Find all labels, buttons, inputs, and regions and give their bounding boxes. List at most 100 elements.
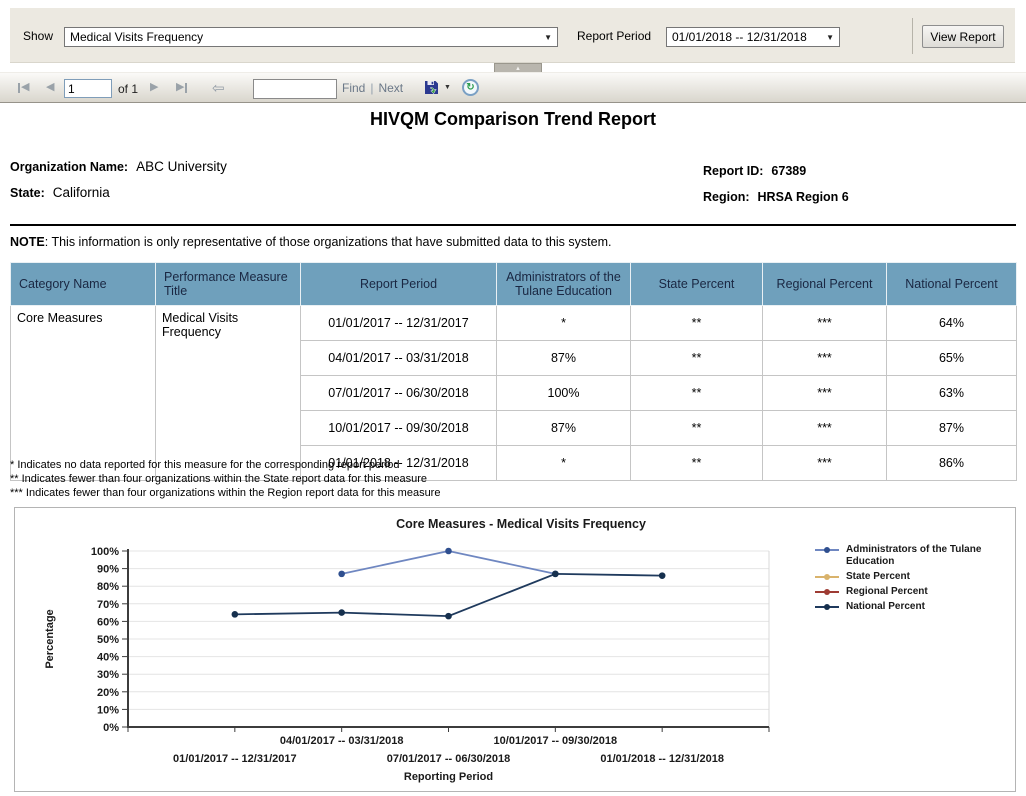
report-id-label: Report ID: bbox=[703, 164, 763, 178]
report-period-value: 01/01/2018 -- 12/31/2018 bbox=[672, 30, 807, 44]
previous-page-button[interactable]: ◀ bbox=[46, 82, 54, 93]
prev-page-icon: ◀ bbox=[46, 82, 54, 93]
last-page-button[interactable]: ▶ bbox=[176, 82, 187, 93]
show-dropdown-value: Medical Visits Frequency bbox=[70, 30, 203, 44]
chevron-down-icon: ▼ bbox=[826, 33, 834, 42]
last-page-icon bbox=[185, 83, 187, 93]
column-header-state-percent: State Percent bbox=[631, 263, 763, 306]
region-value: HRSA Region 6 bbox=[758, 190, 849, 204]
svg-text:Reporting Period: Reporting Period bbox=[404, 771, 493, 783]
table-cell: 87% bbox=[497, 341, 631, 376]
legend-item-state-percent: State Percent bbox=[815, 571, 1011, 583]
svg-text:Core Measures - Medical Visits: Core Measures - Medical Visits Frequency bbox=[396, 517, 646, 531]
note-body: : This information is only representativ… bbox=[45, 235, 612, 249]
comparison-table: Category Name Performance Measure Title … bbox=[10, 262, 1017, 481]
legend-item-national-percent: National Percent bbox=[815, 601, 1011, 613]
legend-item-regional-percent: Regional Percent bbox=[815, 586, 1011, 598]
table-cell: *** bbox=[763, 376, 887, 411]
table-cell: * bbox=[497, 306, 631, 341]
svg-text:20%: 20% bbox=[97, 687, 119, 699]
svg-text:01/01/2017 -- 12/31/2017: 01/01/2017 -- 12/31/2017 bbox=[173, 753, 297, 765]
table-cell: 65% bbox=[887, 341, 1017, 376]
footnotes: * Indicates no data reported for this me… bbox=[10, 458, 440, 500]
show-label: Show bbox=[23, 29, 53, 43]
show-dropdown[interactable]: Medical Visits Frequency ▼ bbox=[64, 27, 558, 47]
table-cell: 07/01/2017 -- 06/30/2018 bbox=[301, 376, 497, 411]
chart-legend: Administrators of the Tulane Education S… bbox=[815, 544, 1011, 613]
svg-text:100%: 100% bbox=[91, 546, 119, 558]
svg-text:10%: 10% bbox=[97, 704, 119, 716]
page-title: HIVQM Comparison Trend Report bbox=[0, 109, 1026, 130]
next-page-button[interactable]: ▶ bbox=[150, 82, 158, 93]
back-to-parent-icon[interactable]: ⇦ bbox=[212, 79, 225, 97]
region-line: Region: HRSA Region 6 bbox=[703, 188, 849, 206]
table-cell: 63% bbox=[887, 376, 1017, 411]
chevron-down-icon: ▼ bbox=[544, 33, 552, 42]
state-line: State: California bbox=[10, 184, 110, 202]
svg-text:04/01/2017 -- 03/31/2018: 04/01/2017 -- 03/31/2018 bbox=[280, 735, 404, 747]
refresh-button[interactable]: ↻ bbox=[462, 79, 479, 96]
table-cell: ** bbox=[631, 306, 763, 341]
find-link[interactable]: Find bbox=[342, 81, 365, 95]
organization-name-label: Organization Name: bbox=[10, 160, 128, 174]
refresh-icon: ↻ bbox=[466, 83, 474, 93]
legend-line-icon bbox=[815, 603, 839, 611]
organization-name-line: Organization Name: ABC University bbox=[10, 158, 227, 176]
organization-name-value: ABC University bbox=[136, 159, 227, 174]
table-cell: *** bbox=[763, 446, 887, 481]
svg-text:Percentage: Percentage bbox=[44, 609, 56, 668]
page-count-label: of 1 bbox=[118, 82, 138, 96]
svg-text:80%: 80% bbox=[97, 581, 119, 593]
chevron-up-icon: ▲ bbox=[515, 66, 521, 72]
next-page-icon: ▶ bbox=[150, 82, 158, 93]
column-header-admin: Administrators of the Tulane Education bbox=[497, 263, 631, 306]
report-period-label: Report Period bbox=[577, 29, 651, 43]
page-number-input[interactable] bbox=[64, 79, 112, 98]
svg-text:40%: 40% bbox=[97, 652, 119, 664]
table-cell: *** bbox=[763, 341, 887, 376]
find-text-input[interactable] bbox=[253, 79, 337, 99]
find-next-separator: | bbox=[370, 81, 373, 95]
report-id-line: Report ID:67389 bbox=[703, 162, 806, 180]
table-cell: 87% bbox=[887, 411, 1017, 446]
export-button[interactable]: ▼ bbox=[423, 79, 451, 96]
first-page-icon bbox=[18, 83, 20, 93]
report-period-dropdown[interactable]: 01/01/2018 -- 12/31/2018 ▼ bbox=[666, 27, 840, 47]
column-header-category: Category Name bbox=[11, 263, 156, 306]
next-link[interactable]: Next bbox=[378, 81, 403, 95]
table-cell: 10/01/2017 -- 09/30/2018 bbox=[301, 411, 497, 446]
table-cell: ** bbox=[631, 341, 763, 376]
column-header-regional-percent: Regional Percent bbox=[763, 263, 887, 306]
report-viewer-toolbar: ◀ ◀ of 1 ▶ ▶ ⇦ Find | Next ▼ ↻ bbox=[0, 72, 1026, 103]
footnote-triple-asterisk: *** Indicates fewer than four organizati… bbox=[10, 486, 440, 500]
first-page-button[interactable]: ◀ bbox=[18, 82, 29, 93]
legend-item-administrators: Administrators of the Tulane Education bbox=[815, 544, 1011, 568]
trend-chart-container: 0%10%20%30%40%50%60%70%80%90%100%01/01/2… bbox=[14, 507, 1016, 792]
region-label: Region: bbox=[703, 190, 750, 204]
table-cell: *** bbox=[763, 411, 887, 446]
table-cell: 100% bbox=[497, 376, 631, 411]
parameter-panel: Show Medical Visits Frequency ▼ Report P… bbox=[10, 8, 1015, 63]
table-cell: 04/01/2017 -- 03/31/2018 bbox=[301, 341, 497, 376]
legend-line-icon bbox=[815, 573, 839, 581]
svg-text:0%: 0% bbox=[103, 722, 119, 734]
state-label: State: bbox=[10, 186, 45, 200]
note-text: NOTE: This information is only represent… bbox=[10, 235, 611, 249]
table-row: Core Measures Medical Visits Frequency 0… bbox=[11, 306, 1017, 341]
category-cell: Core Measures bbox=[11, 306, 156, 481]
table-cell: ** bbox=[631, 376, 763, 411]
svg-text:70%: 70% bbox=[97, 599, 119, 611]
column-header-national-percent: National Percent bbox=[887, 263, 1017, 306]
legend-line-icon bbox=[815, 546, 839, 554]
svg-text:60%: 60% bbox=[97, 616, 119, 628]
panel-divider bbox=[912, 18, 913, 54]
svg-text:30%: 30% bbox=[97, 669, 119, 681]
measure-cell: Medical Visits Frequency bbox=[156, 306, 301, 481]
state-value: California bbox=[53, 185, 110, 200]
legend-line-icon bbox=[815, 588, 839, 596]
table-cell: 87% bbox=[497, 411, 631, 446]
footnote-double-asterisk: ** Indicates fewer than four organizatio… bbox=[10, 472, 440, 486]
view-report-button[interactable]: View Report bbox=[922, 25, 1004, 48]
table-cell: * bbox=[497, 446, 631, 481]
table-cell: ** bbox=[631, 446, 763, 481]
